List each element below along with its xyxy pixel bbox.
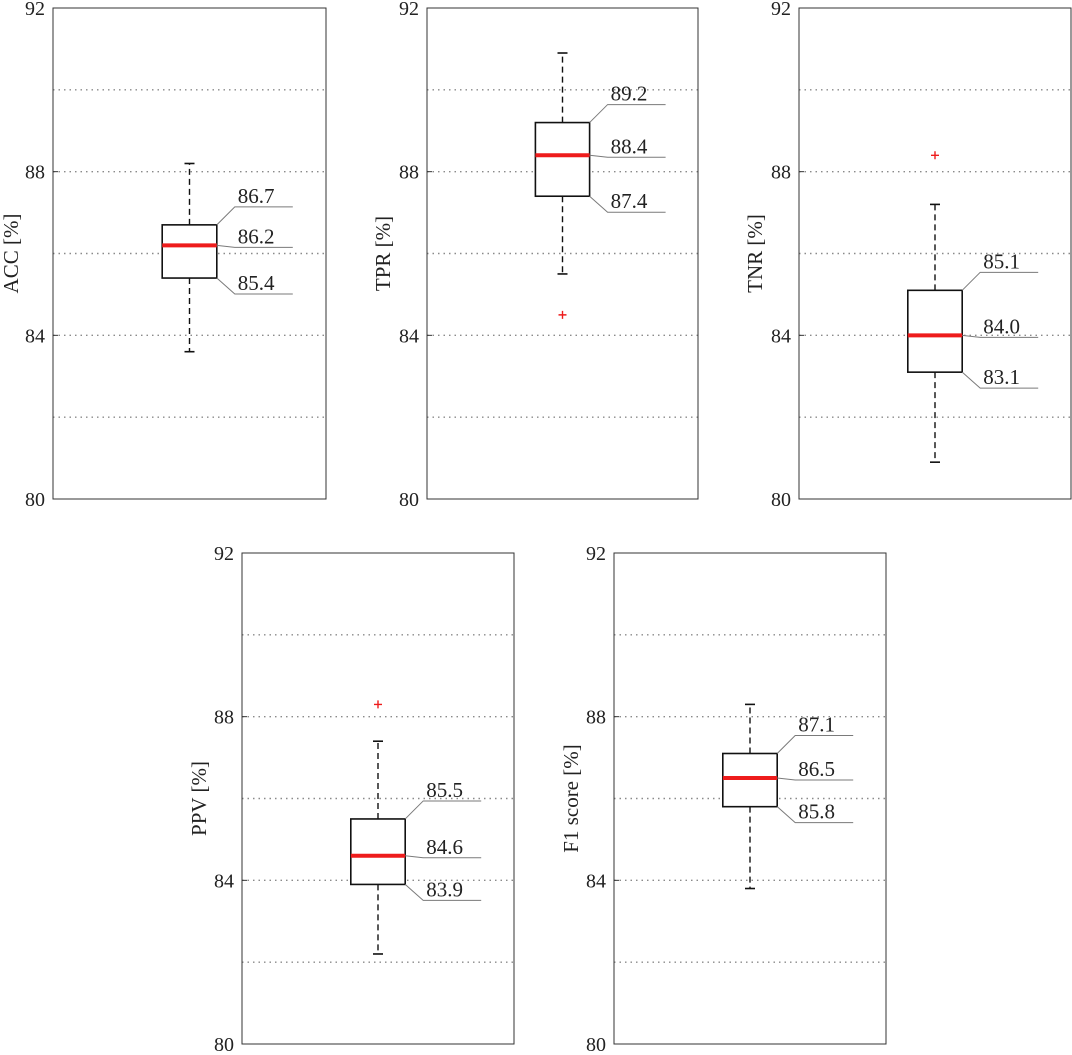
y-tick-label: 80 [214, 1034, 234, 1055]
annotation-leader [777, 777, 854, 781]
y-axis-label: TPR [%] [371, 216, 395, 291]
boxplot-panel: 80 84 88 92 F1 score [%] 87.1 86.5 85.8 [559, 543, 887, 1055]
annotation-leader [776, 734, 854, 754]
iqr-box [534, 121, 591, 198]
annotation-leader [216, 244, 293, 248]
y-tick-label: 84 [771, 325, 791, 347]
annotation-label: 85.1 [983, 249, 1020, 273]
iqr-box [721, 752, 778, 808]
y-tick-label: 88 [771, 162, 791, 184]
y-tick-label: 84 [586, 870, 606, 892]
y-tick-label: 92 [586, 543, 606, 565]
y-tick-label: 92 [771, 0, 791, 20]
annotation-label: 87.1 [798, 712, 835, 736]
y-axis-label: ACC [%] [0, 214, 23, 294]
y-tick-label: 80 [399, 489, 419, 511]
annotation-label: 85.8 [798, 800, 835, 824]
annotation-leader [962, 334, 1039, 338]
annotation-leader [776, 806, 854, 824]
annotation-leader [404, 884, 482, 901]
annotation-label: 89.2 [611, 82, 648, 106]
y-axis-label: F1 score [%] [559, 744, 583, 852]
iqr-box [906, 289, 963, 373]
y-axis-label: PPV [%] [187, 761, 211, 836]
y-tick-label: 88 [399, 162, 419, 184]
annotation-leader [589, 104, 666, 123]
iqr-box [161, 224, 218, 279]
annotation-leader [961, 271, 1039, 291]
y-tick-label: 84 [214, 870, 234, 892]
annotation-label: 86.5 [798, 757, 835, 781]
annotation-label: 84.6 [426, 835, 463, 859]
y-tick-label: 92 [25, 0, 45, 20]
plot-frame [613, 552, 887, 1045]
y-tick-label: 88 [25, 162, 45, 184]
annotation-leader [961, 371, 1039, 389]
annotation-label: 85.4 [238, 271, 275, 295]
outlier-marker [374, 700, 382, 709]
y-tick-label: 80 [771, 489, 791, 511]
annotation-leader [404, 800, 482, 820]
y-tick-label: 88 [214, 707, 234, 729]
annotation-label: 87.4 [611, 189, 648, 213]
annotation-label: 83.1 [983, 365, 1020, 389]
annotation-label: 86.7 [238, 184, 275, 208]
plot-frame [426, 7, 699, 500]
annotation-label: 85.5 [426, 778, 463, 802]
annotation-label: 86.2 [238, 224, 275, 248]
annotation-label: 84.0 [983, 314, 1020, 338]
y-tick-label: 92 [399, 0, 419, 20]
annotation-label: 88.4 [611, 134, 648, 158]
annotation-leader [216, 277, 293, 295]
y-tick-label: 88 [586, 707, 606, 729]
annotation-leader [589, 154, 666, 158]
y-tick-label: 80 [25, 489, 45, 511]
y-tick-label: 84 [399, 325, 419, 347]
boxplot-panel: 80 84 88 92 PPV [%] 85.5 84.6 83.9 [187, 543, 515, 1055]
y-tick-label: 84 [25, 325, 45, 347]
outlier-marker [931, 151, 939, 160]
boxplot-panel: 80 84 88 92 TPR [%] 89.2 88.4 87.4 [371, 0, 699, 511]
y-tick-label: 92 [214, 543, 234, 565]
plot-frame [241, 552, 515, 1045]
plot-frame [52, 7, 327, 500]
y-tick-label: 80 [586, 1034, 606, 1055]
annotation-label: 83.9 [426, 877, 463, 901]
annotation-leader [405, 855, 482, 859]
outlier-marker [558, 310, 567, 319]
annotation-leader [216, 206, 293, 226]
annotation-leader [589, 195, 666, 213]
boxplot-panel: 80 84 88 92 ACC [%] 86.7 86.2 85.4 [0, 0, 327, 511]
y-axis-label: TNR [%] [743, 214, 767, 293]
boxplot-panel: 80 84 88 92 TNR [%] 85.1 84.0 83.1 [743, 0, 1072, 511]
iqr-box [349, 818, 406, 886]
plot-frame [798, 7, 1072, 500]
